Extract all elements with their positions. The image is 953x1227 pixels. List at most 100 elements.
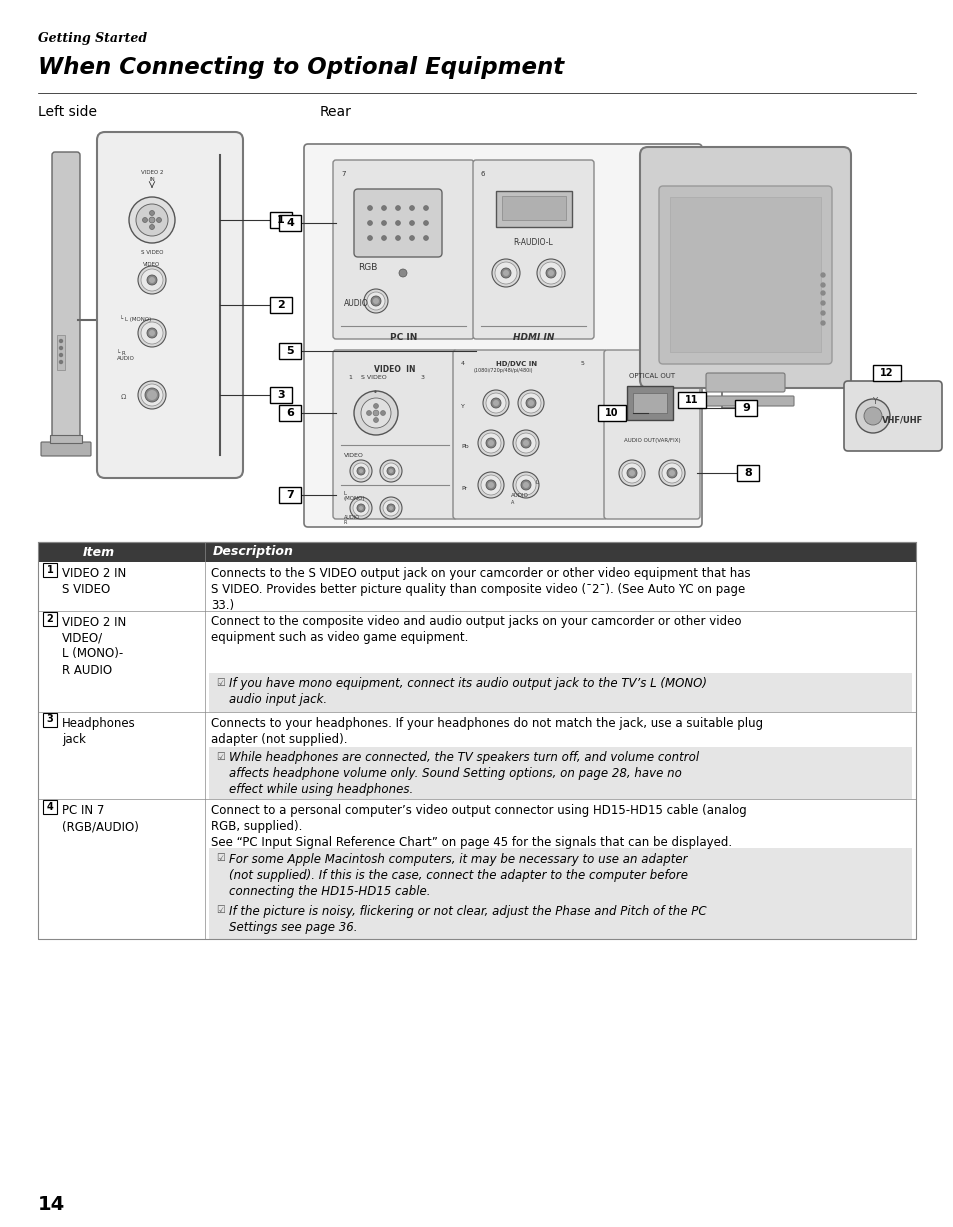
Text: 11: 11	[684, 395, 698, 405]
Circle shape	[545, 267, 556, 279]
Text: Y: Y	[460, 404, 464, 409]
Text: 7: 7	[286, 490, 294, 499]
Circle shape	[367, 205, 372, 211]
Text: Connects to the S VIDEO output jack on your camcorder or other video equipment t: Connects to the S VIDEO output jack on y…	[211, 567, 750, 612]
Text: Item: Item	[83, 546, 115, 558]
Text: If you have mono equipment, connect its audio output jack to the TV’s L (MONO)
a: If you have mono equipment, connect its …	[229, 677, 706, 707]
Circle shape	[547, 270, 554, 276]
FancyBboxPatch shape	[639, 147, 850, 388]
Circle shape	[367, 221, 372, 226]
Circle shape	[147, 328, 157, 337]
Circle shape	[366, 411, 371, 416]
Circle shape	[379, 497, 401, 519]
Circle shape	[145, 388, 159, 402]
Circle shape	[381, 205, 386, 211]
Circle shape	[358, 506, 363, 510]
Circle shape	[516, 475, 536, 494]
Circle shape	[520, 480, 531, 490]
Text: While headphones are connected, the TV speakers turn off, and volume control
aff: While headphones are connected, the TV s…	[229, 751, 699, 796]
Bar	[38, 799, 915, 939]
FancyBboxPatch shape	[603, 350, 700, 519]
Circle shape	[382, 499, 398, 517]
Text: HD/DVC IN: HD/DVC IN	[496, 361, 537, 367]
FancyBboxPatch shape	[669, 198, 821, 352]
Circle shape	[350, 460, 372, 482]
Text: RGB: RGB	[357, 263, 377, 272]
Bar	[278, 215, 301, 231]
Bar	[872, 364, 900, 382]
Circle shape	[360, 398, 391, 428]
Text: HDMI IN: HDMI IN	[513, 333, 554, 342]
Circle shape	[147, 390, 157, 400]
Text: 1: 1	[47, 564, 53, 575]
FancyBboxPatch shape	[501, 196, 565, 220]
Text: R: R	[344, 520, 347, 525]
Text: ☑: ☑	[216, 853, 225, 863]
Text: Connect to a personal computer’s video output connector using HD15-HD15 cable (a: Connect to a personal computer’s video o…	[211, 804, 746, 849]
Circle shape	[621, 463, 641, 483]
Circle shape	[136, 204, 168, 236]
Text: (1080i/720p/48i/pi/480i): (1080i/720p/48i/pi/480i)	[474, 368, 533, 373]
Text: S VIDEO: S VIDEO	[141, 250, 163, 255]
Circle shape	[350, 497, 372, 519]
Circle shape	[821, 291, 824, 294]
Circle shape	[387, 504, 395, 512]
FancyBboxPatch shape	[304, 144, 701, 528]
Circle shape	[477, 472, 503, 498]
Bar	[734, 400, 757, 416]
Bar	[270, 387, 292, 402]
Circle shape	[491, 398, 500, 409]
Circle shape	[367, 236, 372, 240]
Circle shape	[395, 221, 400, 226]
Circle shape	[628, 470, 635, 476]
Circle shape	[142, 217, 148, 222]
Circle shape	[141, 269, 163, 291]
Circle shape	[485, 438, 496, 448]
Bar	[209, 672, 911, 712]
Bar	[737, 465, 759, 481]
FancyBboxPatch shape	[97, 133, 243, 479]
Circle shape	[409, 205, 414, 211]
Text: Y: Y	[872, 398, 877, 406]
Circle shape	[395, 236, 400, 240]
Text: •: •	[373, 388, 377, 398]
Text: AUDIO: AUDIO	[511, 493, 528, 498]
Circle shape	[513, 429, 538, 456]
Text: 3: 3	[420, 375, 424, 380]
Circle shape	[485, 393, 505, 413]
Circle shape	[485, 480, 496, 490]
Text: AUDIO OUT(VAR/FIX): AUDIO OUT(VAR/FIX)	[623, 438, 679, 443]
Text: 9: 9	[741, 402, 749, 413]
Circle shape	[380, 411, 385, 416]
Text: ☑: ☑	[216, 751, 225, 762]
Circle shape	[409, 236, 414, 240]
Circle shape	[423, 236, 428, 240]
Circle shape	[398, 269, 407, 277]
FancyBboxPatch shape	[697, 396, 793, 406]
Text: (MONO): (MONO)	[344, 496, 365, 501]
Text: 1: 1	[276, 215, 285, 225]
Circle shape	[356, 467, 365, 475]
Text: 4: 4	[286, 218, 294, 228]
Text: └ R: └ R	[117, 350, 126, 356]
Circle shape	[482, 390, 509, 416]
FancyBboxPatch shape	[354, 189, 441, 256]
Circle shape	[138, 266, 166, 294]
Circle shape	[141, 384, 163, 406]
Circle shape	[480, 433, 500, 453]
Circle shape	[373, 410, 378, 416]
Text: Pr: Pr	[460, 486, 467, 491]
Circle shape	[863, 407, 882, 425]
Circle shape	[520, 393, 540, 413]
Circle shape	[821, 283, 824, 287]
Circle shape	[821, 272, 824, 277]
Text: PC IN: PC IN	[390, 333, 416, 342]
Text: R-AUDIO-L: R-AUDIO-L	[513, 238, 553, 247]
Text: 6: 6	[480, 171, 485, 177]
FancyBboxPatch shape	[843, 382, 941, 452]
Circle shape	[527, 400, 534, 406]
Circle shape	[147, 275, 157, 285]
Bar	[38, 542, 915, 562]
FancyBboxPatch shape	[41, 442, 91, 456]
FancyBboxPatch shape	[705, 373, 784, 391]
